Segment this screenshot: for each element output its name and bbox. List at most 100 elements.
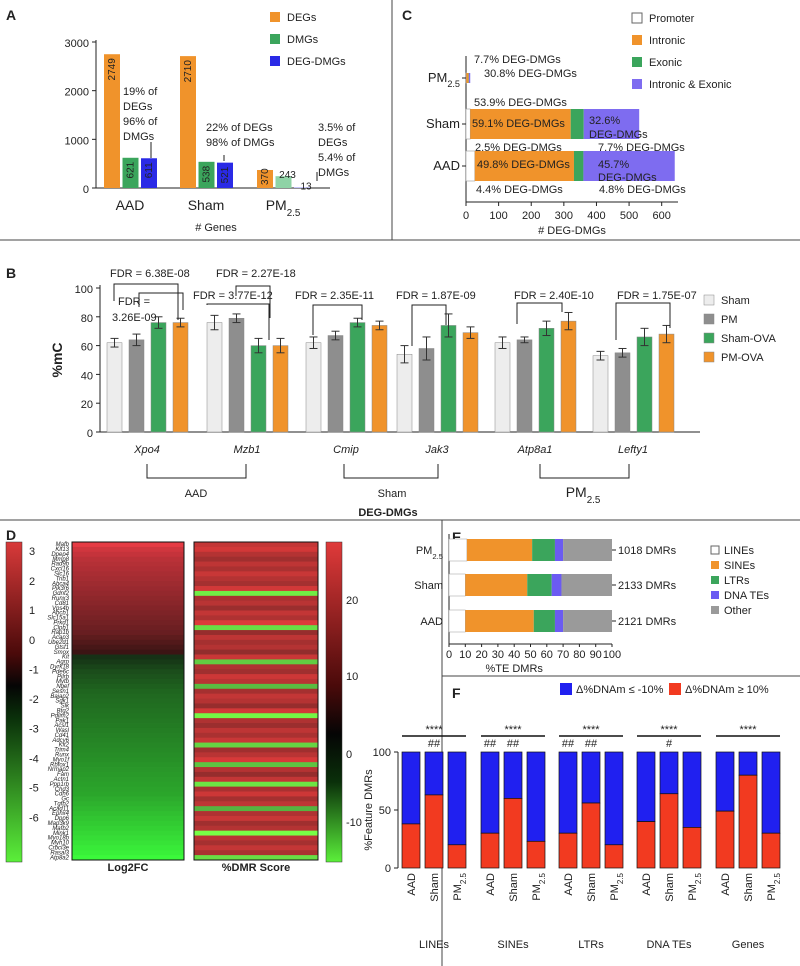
heatmap-cell-dmr [194,771,318,778]
significance-bracket [138,292,184,310]
segment-label: 53.9% DEG-DMGs [474,97,567,109]
colorbar-dmr [325,541,343,863]
x-category-label: AAD [641,873,653,896]
heatmap-cell-logfc [72,600,184,606]
heatmap-cell-dmr [194,767,318,773]
gene-label: Pde6c [52,669,69,675]
panel-letter-d: D [6,527,16,543]
panel-c-deg-dmg-stacked-bars: 0 100 200 300 400 500 600 # DEG-DMGs PM2.5 Sham AA… [426,12,732,237]
chart-title: DEG-DMGs [358,507,417,519]
gene-label: Mink1 [53,831,69,837]
heatmap-cell-dmr [194,811,318,817]
bar-pm-ova [172,322,189,433]
x-category-label: Xpo4 [133,444,160,456]
stack-seg-exonic [573,151,584,181]
heatmap-cell-logfc [72,830,184,836]
heatmap-cell-logfc [72,634,184,641]
heatmap-cell-dmr [194,718,318,724]
x-tick-label: 0 [463,210,469,222]
colorbar-tick-label: 20 [346,595,358,607]
group-label: Genes [732,939,765,951]
heatmap-cell-dmr [194,556,318,562]
bar-deg-dmgs [141,158,157,188]
bar-sham [305,342,322,433]
bar-decrease [581,751,601,804]
stack-seg-sines [465,574,528,596]
gene-label: Vps4b [52,606,70,612]
y-category-label: Sham [414,580,443,592]
legend-label: PM-OVA [721,352,764,364]
bar-sham [592,355,609,433]
gene-label: Rad9b [51,562,69,568]
gene-label: Atp8a2 [49,855,70,861]
legend-swatch [631,12,643,24]
y-category-label: PM2.5 [416,545,443,561]
group-label: Sham [378,488,407,500]
gene-label: Mafb2 [52,826,69,832]
bar-decrease [604,751,624,846]
heatmap-cell-logfc [72,659,184,665]
heatmap-cell-dmr [194,825,318,832]
heatmap-cell-logfc [72,850,184,856]
x-category-label: Mzb1 [234,444,261,456]
bar-value-label: 621 [126,161,137,178]
y-tick-label: 100 [75,284,93,296]
bar-increase [480,832,500,869]
heatmap-cell-logfc [72,801,184,807]
gene-label: Sgk1 [55,699,69,705]
heatmap-cell-dmr [194,551,318,558]
heatmap-cell-dmr [194,835,318,841]
heatmap-cell-dmr [194,708,318,714]
x-category-label: Sham [586,873,598,902]
heatmap-cell-dmr [194,683,318,690]
colorbar-tick-label: 0 [346,749,352,761]
x-category-label: Atp8a1 [517,444,553,456]
heatmap-cell-logfc [72,791,184,797]
gene-label: Trim4 [54,748,70,754]
bar-pm [327,335,344,433]
gene-label: Agrp [55,660,69,666]
stack-seg-dna-tes [554,610,564,632]
legend-swatch-increase [669,683,681,695]
gene-label: Kit2 [59,743,70,749]
heatmap-cell-logfc [72,752,184,758]
x-tick-label: 50 [524,649,536,661]
heatmap-cell-dmr [194,786,318,792]
gene-label: Mytb [56,679,70,685]
colorbar-tick-label: -3 [29,723,39,735]
heatmap-cell-dmr [194,576,318,582]
heatmap-cell-logfc [72,571,184,577]
colorbar-tick-label: 2 [29,576,35,588]
heatmap-cell-dmr [194,752,318,758]
heatmap-cell-dmr [194,820,318,827]
legend-label: Exonic [649,57,683,69]
y-tick-label: 1000 [65,135,89,147]
bar-sham-ova [440,325,457,433]
legend-label: Sham [721,295,750,307]
y-category-label: PM2.5 [428,70,460,89]
group-label: SINEs [497,939,529,951]
heatmap-cell-logfc [72,590,184,597]
heatmap-cell-logfc [72,796,184,802]
gene-label: Adcy6 [51,738,69,744]
segment-label: 59.1% DEG-DMGs [472,118,565,130]
legend-swatch [703,351,715,363]
fdr-label: FDR = 2.35E-11 [295,290,374,302]
heatmap-cell-logfc [72,546,184,553]
y-tick-label: 40 [81,370,93,382]
heatmap-cell-logfc [72,542,184,548]
gene-label: Mmp8 [52,557,69,563]
x-category-label: Lefty1 [618,444,648,456]
heatmap-cell-logfc [72,678,184,685]
significance-stars: **** [739,724,757,736]
bar-value-label: 243 [279,170,296,181]
legend-swatch-degs [270,12,280,22]
y-tick-label: 20 [81,399,93,411]
y-tick-label: 0 [83,184,89,196]
heatmap-cell-logfc [72,815,184,822]
heatmap-cell-logfc [72,737,184,743]
significance-bracket [235,285,271,318]
fdr-label: FDR = 3.77E-12 [193,290,273,302]
significance-stars: **** [582,724,600,736]
gene-label: Trib1 [56,576,69,582]
